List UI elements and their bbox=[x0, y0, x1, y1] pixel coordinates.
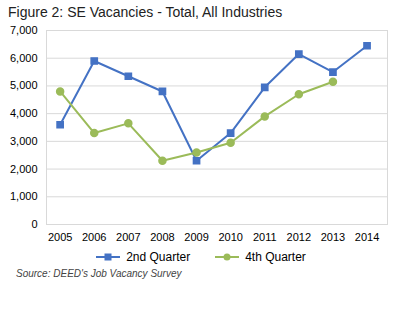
svg-text:1,000: 1,000 bbox=[10, 190, 38, 202]
html-text:2nd Quarter: 2nd Quarter bbox=[126, 250, 191, 264]
svg-text:3,000: 3,000 bbox=[10, 135, 38, 147]
html-text:Figure 2: SE Vacancies - Total: Figure 2: SE Vacancies - Total, All Indu… bbox=[8, 4, 283, 20]
svg-text:2013: 2013 bbox=[321, 231, 345, 243]
svg-text:0: 0 bbox=[31, 218, 37, 230]
html-text:4th Quarter: 4th Quarter bbox=[245, 250, 306, 264]
svg-text:2,000: 2,000 bbox=[10, 163, 38, 175]
svg-text:2005: 2005 bbox=[48, 231, 72, 243]
svg-text:5,000: 5,000 bbox=[10, 79, 38, 91]
svg-text:2012: 2012 bbox=[287, 231, 311, 243]
svg-text:2006: 2006 bbox=[82, 231, 106, 243]
svg-text:2014: 2014 bbox=[355, 231, 379, 243]
svg-text:7,000: 7,000 bbox=[10, 24, 38, 36]
svg-text:2010: 2010 bbox=[218, 231, 242, 243]
svg-text:2011: 2011 bbox=[253, 231, 277, 243]
svg-text:6,000: 6,000 bbox=[10, 52, 38, 64]
html-text:Source: DEED's Job Vacancy Sur: Source: DEED's Job Vacancy Survey bbox=[16, 268, 182, 279]
svg-text:2007: 2007 bbox=[116, 231, 140, 243]
svg-text:2009: 2009 bbox=[184, 231, 208, 243]
svg-text:4,000: 4,000 bbox=[10, 107, 38, 119]
svg-text:2008: 2008 bbox=[150, 231, 174, 243]
